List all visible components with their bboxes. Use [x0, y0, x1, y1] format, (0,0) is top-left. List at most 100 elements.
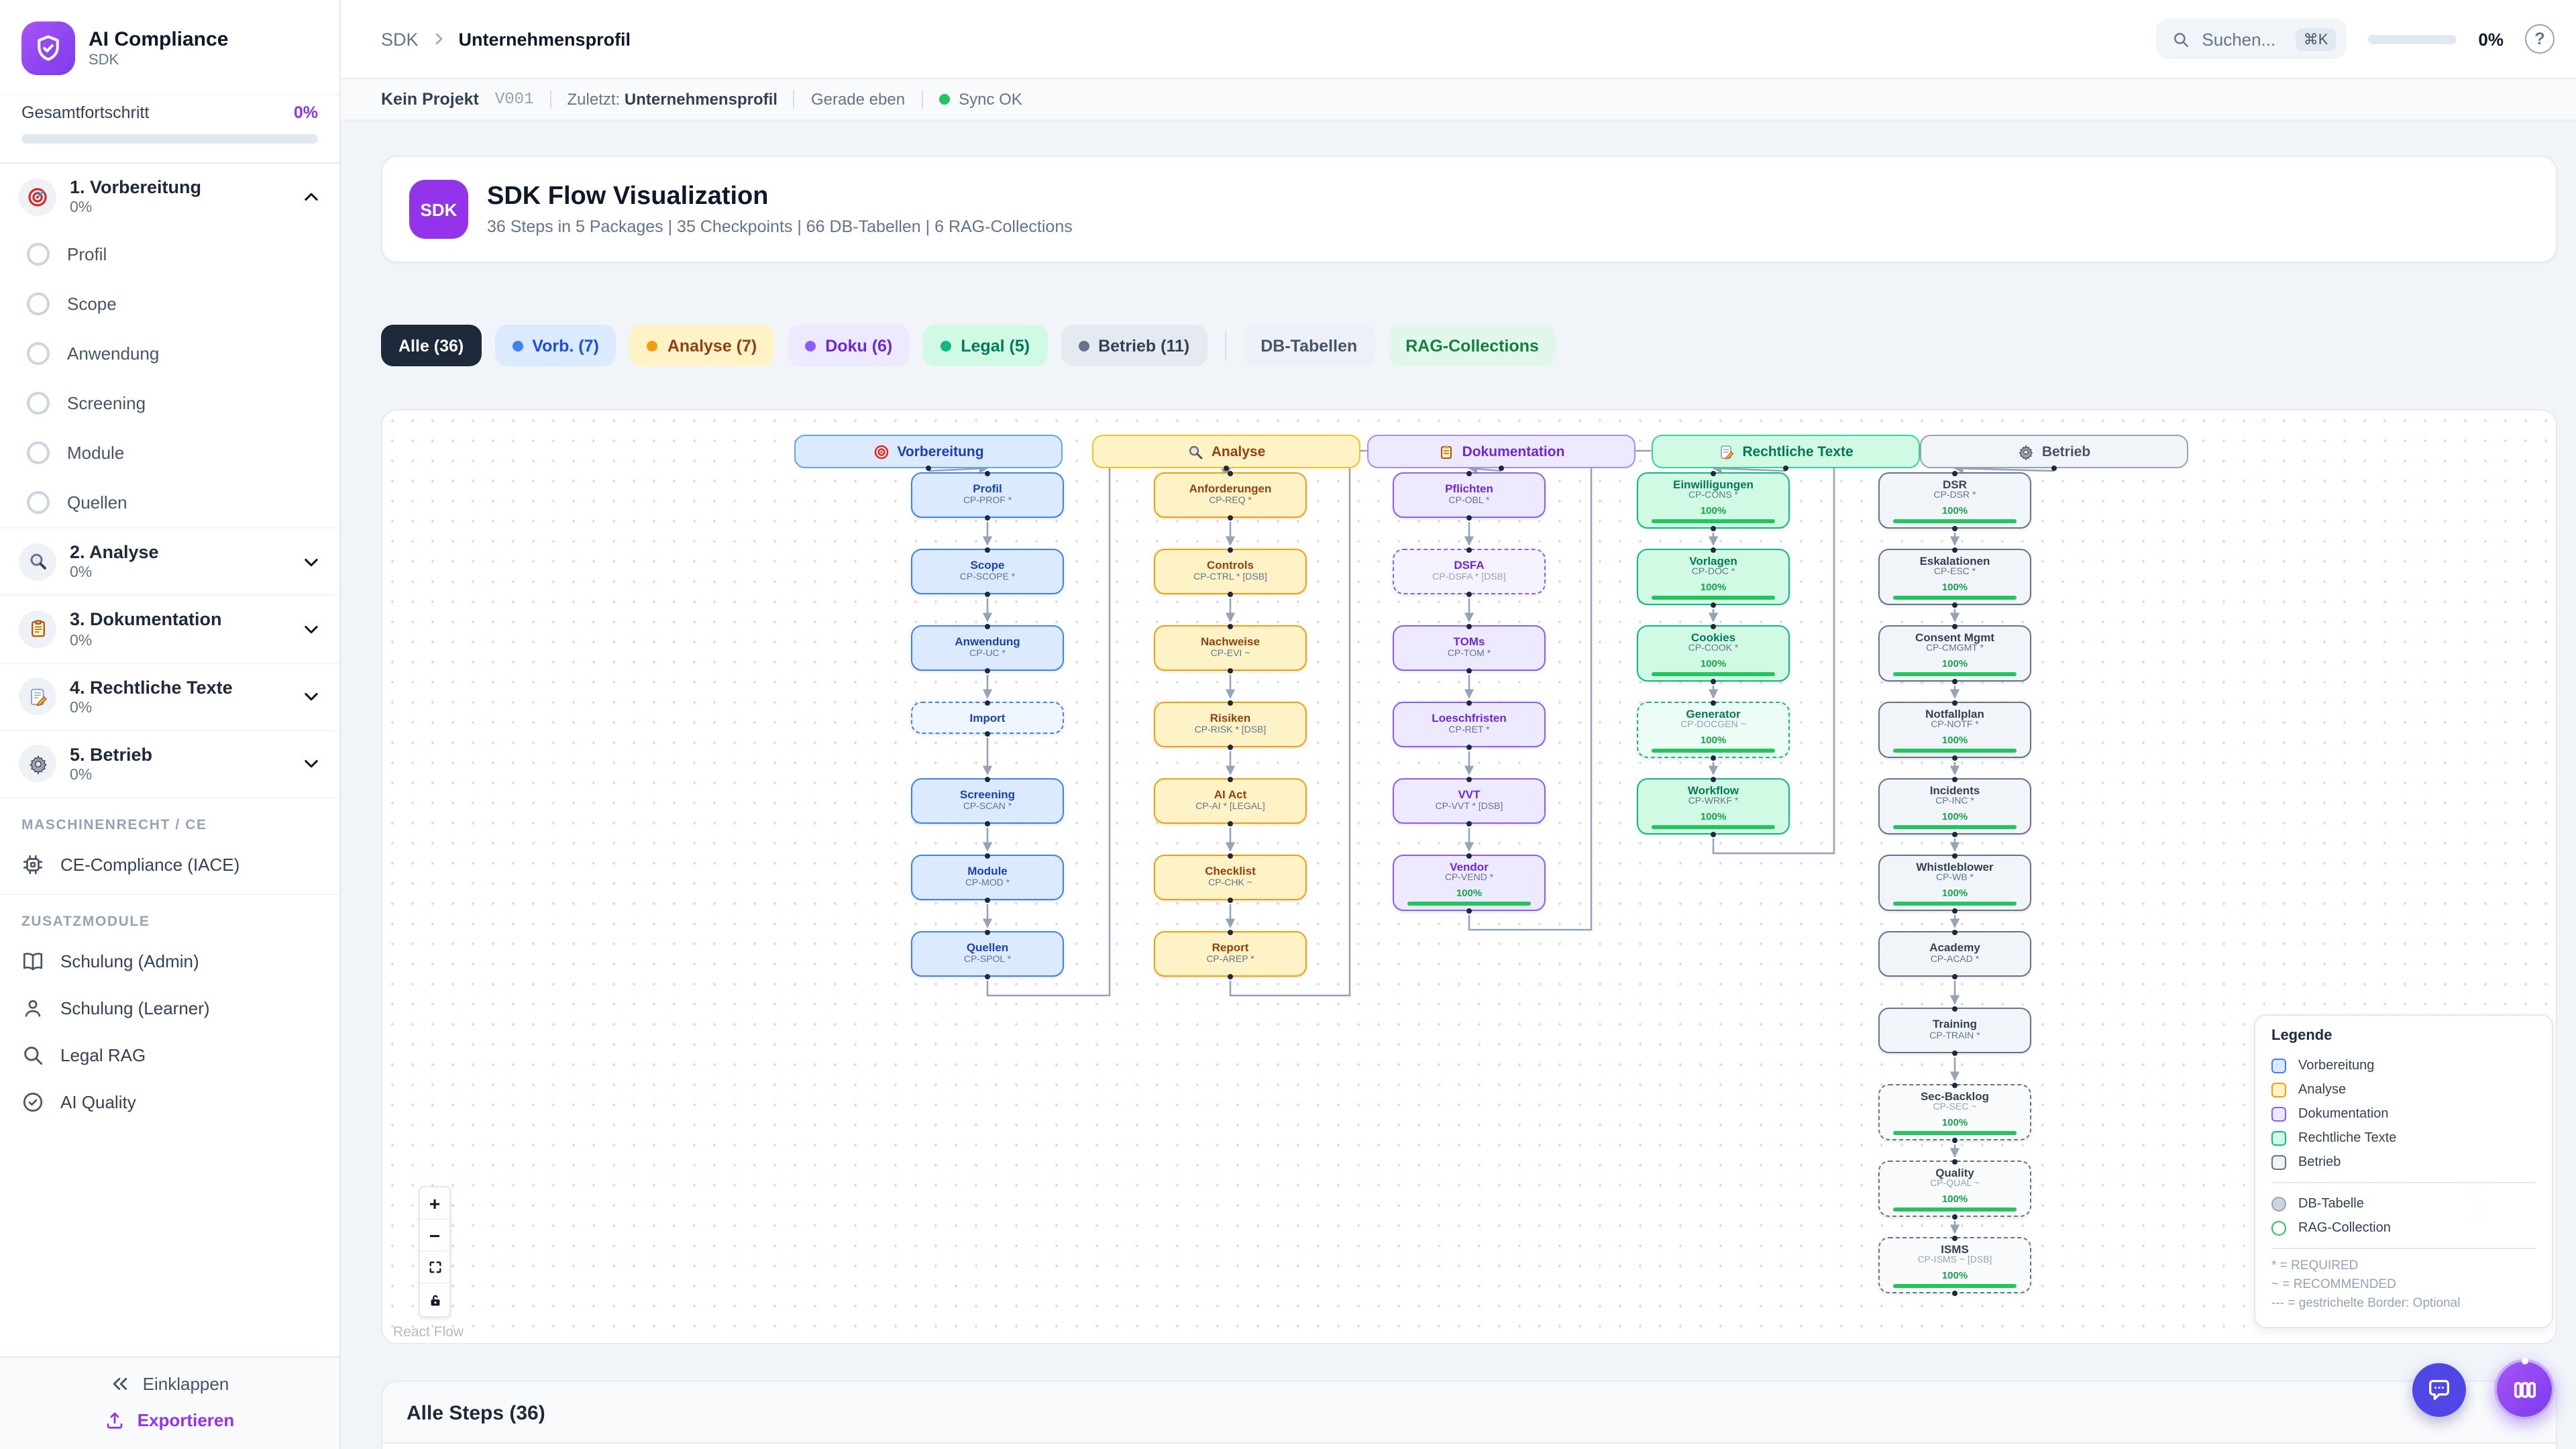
overall-progress: Gesamtfortschritt 0% — [0, 94, 339, 164]
node-progress-bar — [1652, 749, 1775, 753]
flow-node-anforderungen[interactable]: Anforderungen CP-REQ * — [1154, 472, 1307, 518]
flow-node-isms[interactable]: ISMS CP-ISMS ~ [DSB] 100% — [1878, 1237, 2031, 1293]
node-progress-value: 100% — [1941, 810, 1968, 823]
flow-node-academy[interactable]: Academy CP-ACAD * — [1878, 931, 2031, 977]
app-subtitle: SDK — [89, 52, 119, 69]
search-placeholder: Suchen... — [2202, 29, 2276, 49]
flow-node-nachweise[interactable]: Nachweise CP-EVI ~ — [1154, 625, 1307, 671]
sidebar-item-scope[interactable]: Scope — [0, 279, 339, 329]
node-progress-value: 100% — [1941, 1193, 1968, 1205]
flow-node-toms[interactable]: TOMs CP-TOM * — [1393, 625, 1546, 671]
sidebar-item-ce-compliance[interactable]: CE-Compliance (IACE) — [0, 841, 339, 895]
node-title: Cookies — [1690, 630, 1736, 644]
all-steps-body — [382, 1444, 2556, 1449]
node-title: VVT — [1458, 788, 1481, 802]
zoom-out-button[interactable]: − — [420, 1220, 449, 1252]
group-header-betrieb[interactable]: Betrieb — [1920, 435, 2188, 468]
section-header-rechtliche-texte[interactable]: 4. Rechtliche Texte 0% — [0, 663, 339, 729]
flow-node-sec-backlog[interactable]: Sec-Backlog CP-SEC ~ 100% — [1878, 1084, 2031, 1140]
flow-node-checklist[interactable]: Checklist CP-CHK ~ — [1154, 855, 1307, 900]
flow-node-vvt[interactable]: VVT CP-VVT * [DSB] — [1393, 778, 1546, 824]
flow-node-generator[interactable]: Generator CP-DOCGEN ~ 100% — [1637, 702, 1790, 758]
filter-chip-rag-collections[interactable]: RAG-Collections — [1388, 325, 1556, 366]
flow-node-whistleblower[interactable]: Whistleblower CP-WB * 100% — [1878, 855, 2031, 911]
flow-canvas[interactable]: Legende Vorbereitung Analyse Dokumentation… — [381, 409, 2557, 1344]
flow-node-pflichten[interactable]: Pflichten CP-OBL * — [1393, 472, 1546, 518]
breadcrumb-root[interactable]: SDK — [381, 29, 419, 49]
flow-node-incidents[interactable]: Incidents CP-INC * 100% — [1878, 778, 2031, 835]
sidebar-item-quellen[interactable]: Quellen — [0, 478, 339, 527]
flow-node-quality[interactable]: Quality CP-QUAL ~ 100% — [1878, 1161, 2031, 1217]
flow-node-profil[interactable]: Profil CP-PROF * — [911, 472, 1064, 518]
app-title: AI Compliance — [89, 28, 229, 51]
flow-node-module[interactable]: Module CP-MOD * — [911, 855, 1064, 900]
flow-node-notfallplan[interactable]: Notfallplan CP-NOTF * 100% — [1878, 702, 2031, 758]
collapse-sidebar-button[interactable]: Einklappen — [111, 1374, 229, 1394]
search-input[interactable]: Suchen... ⌘K — [2156, 19, 2347, 59]
filter-chip-betrieb[interactable]: Betrieb (11) — [1061, 325, 1208, 366]
flow-node-quellen[interactable]: Quellen CP-SPOL * — [911, 931, 1064, 977]
group-header-vorb[interactable]: Vorbereitung — [794, 435, 1063, 468]
flow-node-eskalationen[interactable]: Eskalationen CP-ESC * 100% — [1878, 549, 2031, 605]
flow-clipboard-icon — [1438, 443, 1454, 460]
filter-chip-db-tabellen[interactable]: DB-Tabellen — [1243, 325, 1375, 366]
legend-item-analyse: Analyse — [2271, 1077, 2536, 1102]
react-flow-attribution[interactable]: React Flow — [393, 1324, 464, 1340]
flow-node-controls[interactable]: Controls CP-CTRL * [DSB] — [1154, 549, 1307, 594]
cpu-chip-icon — [21, 853, 44, 876]
filter-chip-analyse[interactable]: Analyse (7) — [629, 325, 775, 366]
sidebar: AI Compliance SDK Gesamtfortschritt 0% 1… — [0, 0, 341, 1449]
filter-chip-alle[interactable]: Alle (36) — [381, 325, 482, 366]
legend-label: RAG-Collection — [2298, 1220, 2391, 1235]
flow-node-scope[interactable]: Scope CP-SCOPE * — [911, 549, 1064, 594]
help-button[interactable]: ? — [2525, 24, 2555, 54]
legend-label: Betrieb — [2298, 1155, 2341, 1169]
sidebar-item-schulung-learner[interactable]: Schulung (Learner) — [0, 985, 339, 1032]
flow-node-workflow[interactable]: Workflow CP-WRKF * 100% — [1637, 778, 1790, 835]
group-header-analyse[interactable]: Analyse — [1092, 435, 1360, 468]
flow-node-consent-mgmt[interactable]: Consent Mgmt CP-CMGMT * 100% — [1878, 625, 2031, 682]
node-title: Loeschfristen — [1432, 711, 1507, 725]
flow-node-vorlagen[interactable]: Vorlagen CP-DOC * 100% — [1637, 549, 1790, 605]
sidebar-item-legal-rag[interactable]: Legal RAG — [0, 1032, 339, 1079]
radio-circle — [27, 243, 50, 266]
section-header-betrieb[interactable]: 5. Betrieb 0% — [0, 731, 339, 797]
node-title: Whistleblower — [1916, 859, 1994, 873]
sidebar-item-module[interactable]: Module — [0, 428, 339, 478]
chat-fab-button[interactable] — [2412, 1363, 2466, 1417]
flow-node-loeschfristen[interactable]: Loeschfristen CP-RET * — [1393, 702, 1546, 747]
chevron-down-icon — [302, 755, 321, 773]
section-header-dokumentation[interactable]: 3. Dokumentation 0% — [0, 596, 339, 662]
filter-chip-vorb[interactable]: Vorb. (7) — [494, 325, 616, 366]
flow-node-screening[interactable]: Screening CP-SCAN * — [911, 778, 1064, 824]
flow-node-dsr[interactable]: DSR CP-DSR * 100% — [1878, 472, 2031, 529]
filter-chip-legal[interactable]: Legal (5) — [923, 325, 1048, 366]
flow-node-ai-act[interactable]: AI Act CP-AI * [LEGAL] — [1154, 778, 1307, 824]
flow-node-import[interactable]: Import — [911, 702, 1064, 734]
flow-node-report[interactable]: Report CP-AREP * — [1154, 931, 1307, 977]
sidebar-item-profil[interactable]: Profil — [0, 229, 339, 279]
flow-node-anwendung[interactable]: Anwendung CP-UC * — [911, 625, 1064, 671]
zoom-in-button[interactable]: + — [420, 1187, 449, 1220]
lock-button[interactable] — [420, 1284, 449, 1316]
flow-node-training[interactable]: Training CP-TRAIN * — [1878, 1008, 2031, 1053]
export-button[interactable]: Exportieren — [105, 1410, 234, 1430]
group-header-legal[interactable]: Rechtliche Texte — [1652, 435, 1920, 468]
section-header-analyse[interactable]: 2. Analyse 0% — [0, 529, 339, 594]
flow-node-einwilligungen[interactable]: Einwilligungen CP-CONS * 100% — [1637, 472, 1790, 529]
fit-view-button[interactable] — [420, 1252, 449, 1284]
flow-node-risiken[interactable]: Risiken CP-RISK * [DSB] — [1154, 702, 1307, 747]
sidebar-item-screening[interactable]: Screening — [0, 378, 339, 428]
flow-node-cookies[interactable]: Cookies CP-COOK * 100% — [1637, 625, 1790, 682]
columns-fab-button[interactable] — [2494, 1359, 2555, 1419]
flow-node-dsfa[interactable]: DSFA CP-DSFA * [DSB] — [1393, 549, 1546, 594]
node-code: CP-DSFA * [DSB] — [1432, 572, 1506, 582]
sidebar-item-schulung-admin[interactable]: Schulung (Admin) — [0, 938, 339, 985]
group-header-doku[interactable]: Dokumentation — [1367, 435, 1635, 468]
sidebar-item-anwendung[interactable]: Anwendung — [0, 329, 339, 378]
sidebar-item-ai-quality[interactable]: AI Quality — [0, 1079, 339, 1126]
flow-node-vendor[interactable]: Vendor CP-VEND * 100% — [1393, 855, 1546, 911]
filter-chip-doku[interactable]: Doku (6) — [788, 325, 910, 366]
section-header-vorbereitung[interactable]: 1. Vorbereitung 0% — [0, 164, 339, 229]
help-glyph: ? — [2534, 30, 2545, 48]
